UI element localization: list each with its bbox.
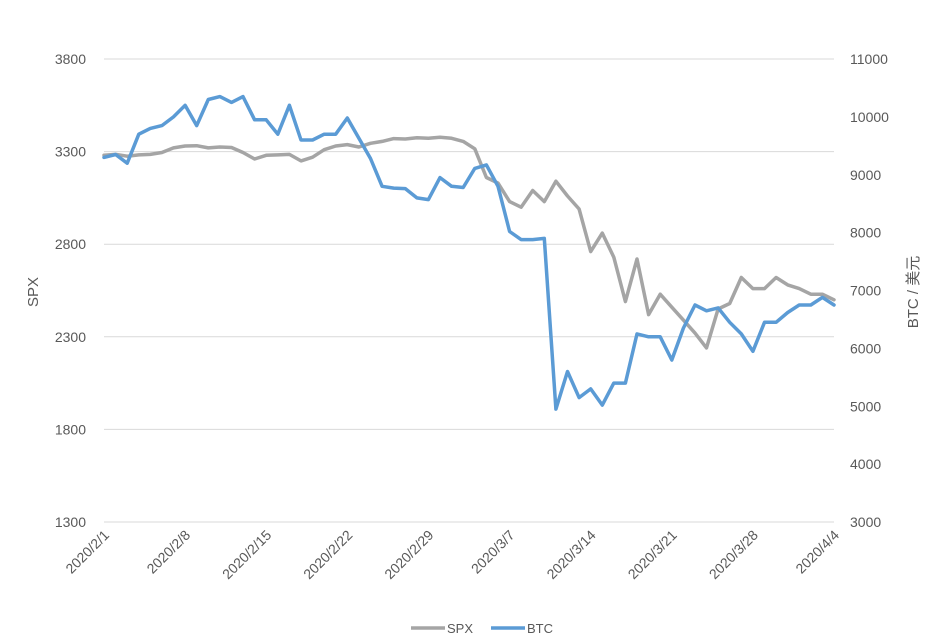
y-tick-label: 1800 [55, 421, 86, 437]
x-tick-label: 2020/3/21 [625, 527, 681, 583]
legend-label-spx: SPX [447, 621, 473, 636]
right-axis-title: BTC / 美元 [905, 256, 922, 329]
y2-tick-label: 5000 [850, 398, 881, 414]
x-tick-label: 2020/2/8 [143, 527, 193, 577]
series-lines [102, 94, 836, 411]
x-tick-label: 2020/2/1 [62, 527, 112, 577]
x-tick-label: 2020/3/28 [706, 527, 762, 583]
y-tick-label: 3800 [55, 51, 86, 67]
y2-tick-label: 6000 [850, 340, 881, 356]
x-tick-label: 2020/4/4 [792, 527, 842, 577]
y-tick-label: 2300 [55, 329, 86, 345]
y2-tick-label: 9000 [850, 167, 881, 183]
left-axis-ticks: 1300 1800 2300 2800 3300 3800 [55, 51, 86, 530]
y2-tick-label: 8000 [850, 225, 881, 241]
y2-tick-label: 11000 [850, 51, 888, 67]
y-tick-label: 2800 [55, 236, 86, 252]
legend-label-btc: BTC [527, 621, 553, 636]
y2-tick-label: 7000 [850, 283, 881, 299]
series-line-btc [102, 94, 836, 411]
series-line-spx [102, 135, 836, 350]
legend: SPX BTC [411, 621, 553, 636]
y-tick-label: 1300 [55, 514, 86, 530]
gridlines [104, 58, 834, 523]
x-axis-ticks: 2020/2/1 2020/2/8 2020/2/15 2020/2/22 2020/2… [62, 527, 842, 583]
x-tick-label: 2020/2/15 [219, 527, 275, 583]
x-tick-label: 2020/3/14 [543, 527, 599, 583]
y2-tick-label: 10000 [850, 109, 889, 125]
x-tick-label: 2020/2/22 [300, 527, 356, 583]
y2-tick-label: 4000 [850, 456, 881, 472]
left-axis-title: SPX [25, 277, 42, 307]
x-tick-label: 2020/3/7 [468, 527, 518, 577]
right-axis-ticks: 3000 4000 5000 6000 7000 8000 9000 10000 11000 [850, 51, 889, 530]
y2-tick-label: 3000 [850, 514, 881, 530]
y-tick-label: 3300 [55, 144, 86, 160]
x-tick-label: 2020/2/29 [381, 527, 437, 583]
